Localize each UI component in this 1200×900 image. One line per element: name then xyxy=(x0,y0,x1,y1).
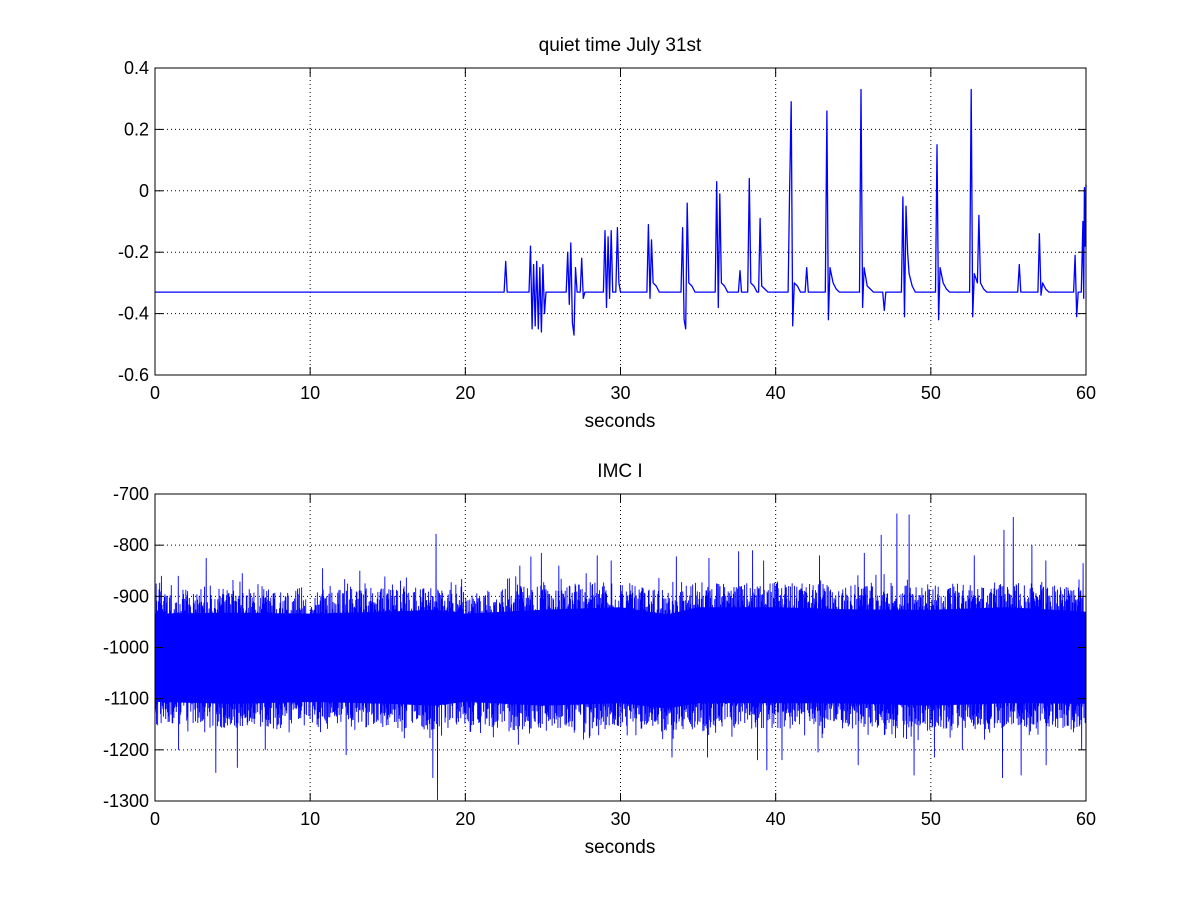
top-subplot-x-tick-labels: 0 10 20 30 40 50 60 xyxy=(150,383,1096,403)
top-subplot-grid xyxy=(155,68,1086,375)
bottom-subplot-title: IMC I xyxy=(597,461,642,482)
y-tick-label: -900 xyxy=(113,586,149,606)
x-tick-label: 30 xyxy=(610,383,630,403)
bottom-subplot-ticks xyxy=(154,493,1087,802)
series-line xyxy=(154,513,1087,800)
x-tick-label: 20 xyxy=(455,383,475,403)
x-tick-label: 60 xyxy=(1076,809,1096,829)
y-tick-label: -1300 xyxy=(103,791,149,811)
y-tick-label: 0 xyxy=(139,181,149,201)
x-tick-label: 50 xyxy=(921,383,941,403)
bottom-subplot-y-tick-labels: -1300 -1200 -1100 -1000 -900 -800 -700 xyxy=(103,484,149,811)
x-tick-label: 10 xyxy=(300,809,320,829)
top-subplot-series xyxy=(155,88,1087,336)
y-tick-label: -0.4 xyxy=(118,304,149,324)
series-line xyxy=(155,88,1087,336)
x-tick-label: 60 xyxy=(1076,383,1096,403)
x-tick-label: 20 xyxy=(455,809,475,829)
x-tick-label: 40 xyxy=(766,383,786,403)
x-tick-label: 10 xyxy=(300,383,320,403)
x-tick-label: 40 xyxy=(766,809,786,829)
bottom-subplot-series xyxy=(154,513,1087,800)
x-tick-label: 0 xyxy=(150,809,160,829)
y-tick-label: 0.4 xyxy=(124,58,149,78)
y-tick-label: -0.6 xyxy=(118,365,149,385)
y-tick-label: -1000 xyxy=(103,638,149,658)
y-tick-label: -800 xyxy=(113,535,149,555)
y-tick-label: -700 xyxy=(113,484,149,504)
y-tick-label: -1100 xyxy=(104,689,149,709)
y-tick-label: -1200 xyxy=(103,740,149,760)
bottom-subplot: IMC I 0 10 20 30 40 50 60 -1300 -1200 -1100 -1000… xyxy=(103,461,1096,858)
top-subplot-y-tick-labels: -0.6 -0.4 -0.2 0 0.2 0.4 xyxy=(118,58,149,385)
bottom-subplot-x-axis-label: seconds xyxy=(585,837,656,858)
top-subplot-title: quiet time July 31st xyxy=(539,35,702,56)
top-subplot-ticks xyxy=(154,67,1087,376)
y-tick-label: -0.2 xyxy=(118,242,149,262)
x-tick-label: 30 xyxy=(610,809,630,829)
x-tick-label: 50 xyxy=(921,809,941,829)
x-tick-label: 0 xyxy=(150,383,160,403)
y-tick-label: 0.2 xyxy=(124,119,149,139)
top-subplot-x-axis-label: seconds xyxy=(585,411,656,432)
bottom-subplot-x-tick-labels: 0 10 20 30 40 50 60 xyxy=(150,809,1096,829)
top-subplot: quiet time July 31st 0 10 20 30 40 50 60 -0.6-… xyxy=(118,35,1096,432)
